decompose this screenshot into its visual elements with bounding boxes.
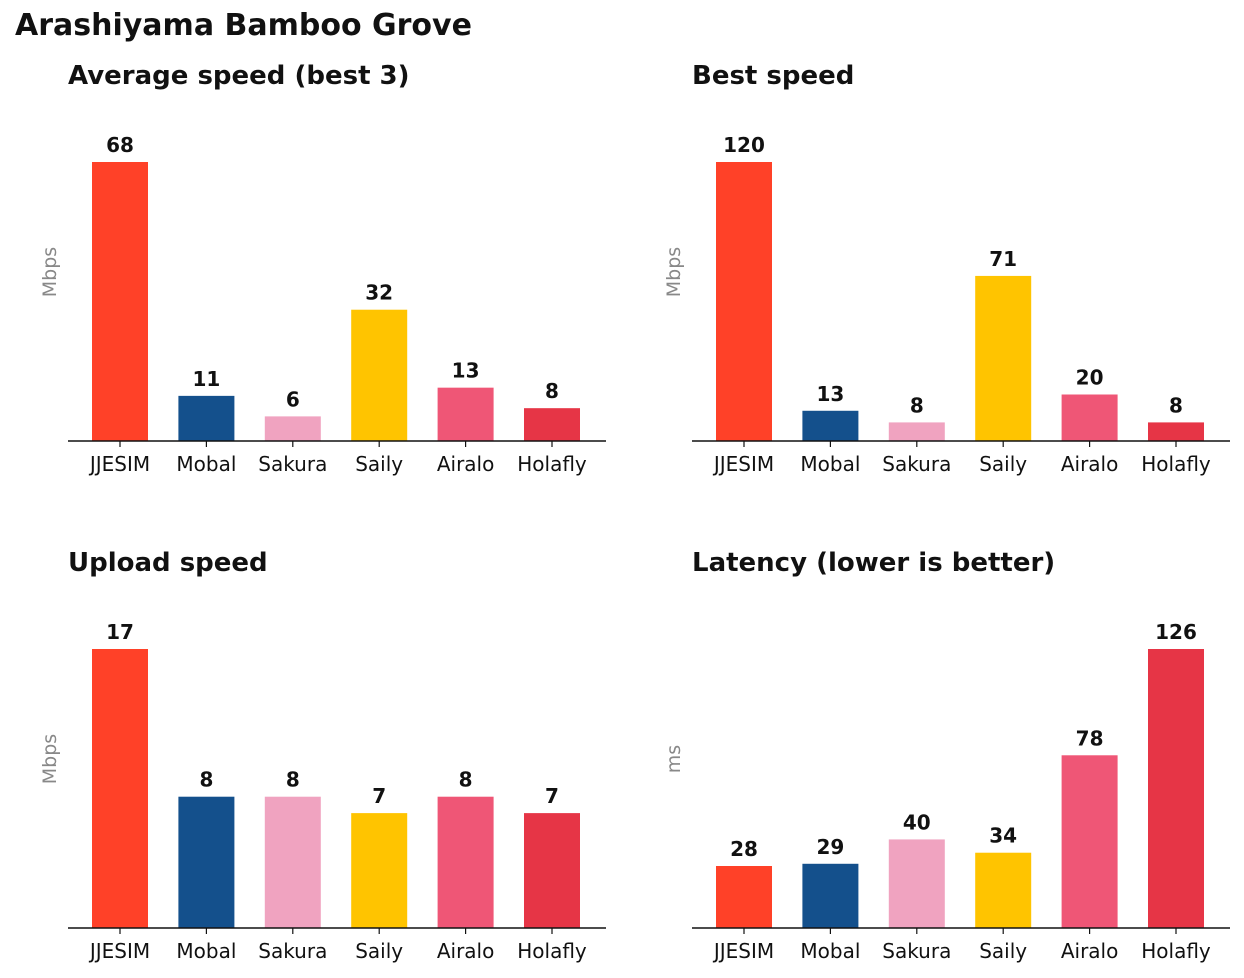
x-tick-label-saily: Saily bbox=[979, 939, 1027, 963]
bar-airalo bbox=[437, 387, 494, 441]
x-tick-label-saily: Saily bbox=[979, 452, 1027, 476]
page-title: Arashiyama Bamboo Grove bbox=[15, 8, 472, 43]
bar-mobal bbox=[802, 863, 859, 928]
x-tick-label-mobal: Mobal bbox=[176, 939, 236, 963]
y-axis-label: Mbps bbox=[39, 734, 61, 784]
value-label-holafly: 8 bbox=[545, 379, 559, 403]
value-label-jjesim: 120 bbox=[723, 133, 765, 157]
bar-holafly bbox=[524, 408, 580, 441]
y-axis-label: ms bbox=[663, 745, 685, 773]
x-tick-label-holafly: Holafly bbox=[517, 452, 587, 476]
x-tick-label-sakura: Sakura bbox=[258, 452, 327, 476]
x-tick-label-airalo: Airalo bbox=[1061, 939, 1119, 963]
bar-saily bbox=[351, 813, 408, 928]
value-label-sakura: 6 bbox=[286, 387, 300, 411]
bar-holafly bbox=[524, 813, 580, 928]
x-tick-label-saily: Saily bbox=[355, 939, 403, 963]
bar-airalo bbox=[1061, 755, 1118, 928]
bar-saily bbox=[975, 852, 1032, 928]
bar-jjesim bbox=[716, 866, 772, 928]
panel-title: Average speed (best 3) bbox=[68, 61, 410, 91]
x-tick-label-jjesim: JJESIM bbox=[712, 939, 774, 963]
x-tick-label-holafly: Holafly bbox=[517, 939, 587, 963]
value-label-saily: 7 bbox=[372, 784, 386, 808]
value-label-airalo: 13 bbox=[452, 359, 480, 383]
panel-title: Upload speed bbox=[68, 548, 268, 578]
value-label-mobal: 13 bbox=[816, 382, 844, 406]
value-label-mobal: 11 bbox=[192, 367, 220, 391]
bar-airalo bbox=[1061, 394, 1118, 441]
value-label-saily: 34 bbox=[989, 824, 1017, 848]
bar-jjesim bbox=[92, 162, 148, 441]
x-tick-label-jjesim: JJESIM bbox=[712, 452, 774, 476]
bar-holafly bbox=[1148, 649, 1204, 928]
x-tick-label-mobal: Mobal bbox=[800, 452, 860, 476]
x-tick-label-holafly: Holafly bbox=[1141, 452, 1211, 476]
bar-holafly bbox=[1148, 422, 1204, 441]
value-label-jjesim: 68 bbox=[106, 133, 134, 157]
x-tick-label-jjesim: JJESIM bbox=[88, 939, 150, 963]
bar-saily bbox=[975, 275, 1032, 441]
panel-title: Best speed bbox=[692, 61, 854, 91]
value-label-holafly: 7 bbox=[545, 784, 559, 808]
x-tick-label-airalo: Airalo bbox=[437, 452, 495, 476]
x-tick-label-airalo: Airalo bbox=[437, 939, 495, 963]
value-label-saily: 71 bbox=[989, 247, 1017, 271]
value-label-mobal: 8 bbox=[199, 768, 213, 792]
bar-mobal bbox=[178, 796, 235, 928]
y-axis-label: Mbps bbox=[663, 247, 685, 297]
bar-jjesim bbox=[716, 162, 772, 441]
bar-mobal bbox=[178, 395, 235, 441]
bar-saily bbox=[351, 309, 408, 441]
value-label-mobal: 29 bbox=[816, 835, 844, 859]
x-tick-label-airalo: Airalo bbox=[1061, 452, 1119, 476]
bar-sakura bbox=[888, 422, 945, 441]
x-tick-label-mobal: Mobal bbox=[800, 939, 860, 963]
value-label-airalo: 78 bbox=[1076, 726, 1104, 750]
bar-jjesim bbox=[92, 649, 148, 928]
value-label-airalo: 8 bbox=[459, 768, 473, 792]
bar-sakura bbox=[264, 796, 321, 928]
x-tick-label-saily: Saily bbox=[355, 452, 403, 476]
bar-sakura bbox=[888, 839, 945, 928]
value-label-holafly: 126 bbox=[1155, 620, 1197, 644]
value-label-saily: 32 bbox=[365, 281, 393, 305]
x-tick-label-holafly: Holafly bbox=[1141, 939, 1211, 963]
x-tick-label-mobal: Mobal bbox=[176, 452, 236, 476]
y-axis-label: Mbps bbox=[39, 247, 61, 297]
x-tick-label-sakura: Sakura bbox=[882, 939, 951, 963]
x-tick-label-sakura: Sakura bbox=[258, 939, 327, 963]
bar-airalo bbox=[437, 796, 494, 928]
bar-sakura bbox=[264, 416, 321, 441]
value-label-airalo: 20 bbox=[1076, 366, 1104, 390]
x-tick-label-jjesim: JJESIM bbox=[88, 452, 150, 476]
value-label-jjesim: 28 bbox=[730, 837, 758, 861]
x-tick-label-sakura: Sakura bbox=[882, 452, 951, 476]
value-label-sakura: 8 bbox=[910, 393, 924, 417]
value-label-holafly: 8 bbox=[1169, 393, 1183, 417]
value-label-jjesim: 17 bbox=[106, 620, 134, 644]
bar-mobal bbox=[802, 410, 859, 441]
value-label-sakura: 40 bbox=[903, 810, 931, 834]
value-label-sakura: 8 bbox=[286, 768, 300, 792]
panel-title: Latency (lower is better) bbox=[692, 548, 1055, 578]
